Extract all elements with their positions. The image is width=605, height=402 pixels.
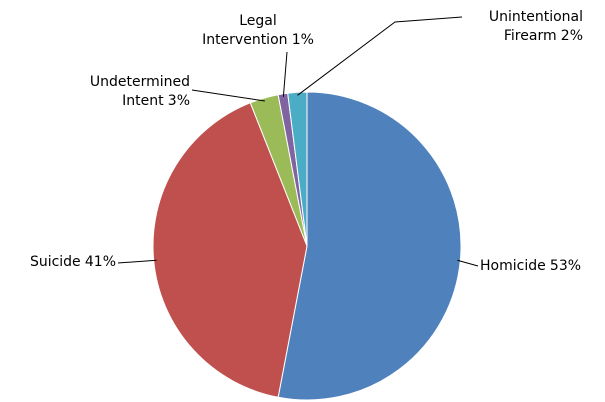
leader-line	[191, 89, 265, 102]
category-label: Legal Intervention	[202, 13, 288, 48]
data-label: Unintentional Firearm 2%	[453, 8, 583, 46]
value-label: 3%	[167, 93, 190, 109]
value-label: 1%	[291, 32, 314, 48]
value-label: 2%	[560, 28, 583, 44]
data-label: Homicide 53%	[480, 257, 600, 276]
data-label: Undetermined Intent 3%	[60, 73, 190, 111]
data-label: Suicide 41%	[0, 253, 116, 272]
value-label: 53%	[549, 258, 582, 274]
category-label: Homicide	[480, 258, 546, 274]
pie-slice	[277, 91, 462, 401]
leader-line	[457, 259, 479, 267]
leader-line	[117, 259, 157, 264]
category-label: Unintentional Firearm	[488, 9, 583, 44]
category-label: Suicide	[29, 254, 81, 270]
category-label: Undetermined Intent	[89, 74, 190, 109]
leader-line	[297, 16, 463, 96]
leader-line	[282, 51, 288, 97]
value-label: 41%	[84, 254, 116, 270]
data-label: Legal Intervention 1%	[198, 12, 318, 50]
pie-slice	[287, 91, 308, 247]
